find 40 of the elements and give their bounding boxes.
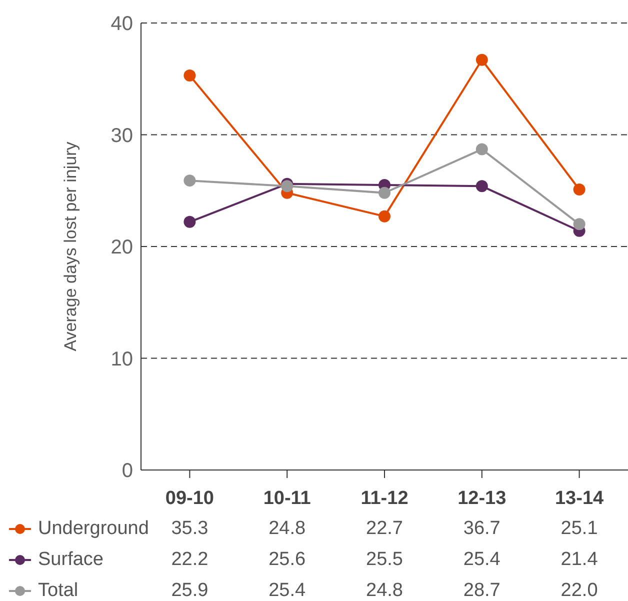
data-label: 22.7 [365, 517, 404, 541]
point [184, 70, 196, 82]
y-tick-label: 20 [110, 236, 133, 259]
data-label: 22.0 [560, 579, 599, 601]
data-label: 25.4 [462, 548, 502, 572]
legend-label: Surface [38, 549, 104, 571]
x-tick-label: 10-11 [263, 488, 312, 509]
y-tick-label: 10 [110, 348, 133, 370]
point [281, 180, 294, 192]
point [184, 216, 196, 228]
point [476, 180, 488, 192]
data-label: 25.6 [268, 548, 307, 572]
point [378, 210, 390, 222]
data-label: 21.4 [560, 548, 599, 572]
legend-label: Total [38, 580, 78, 601]
point [476, 143, 488, 156]
y-tick-label: 30 [110, 124, 133, 147]
data-label: 28.7 [462, 579, 502, 601]
point [184, 174, 196, 187]
data-label: 25.1 [560, 517, 599, 541]
point [476, 54, 488, 66]
data-label: 22.2 [170, 548, 210, 572]
point [573, 218, 586, 230]
data-label: 25.4 [268, 579, 307, 601]
data-label: 25.9 [170, 579, 210, 601]
x-tick-label: 11-12 [360, 488, 408, 509]
y-axis-title: Average days lost per injury [61, 141, 80, 352]
x-tick-label: 09-10 [165, 488, 214, 509]
data-label: 24.8 [365, 579, 404, 601]
data-label: 35.3 [170, 517, 210, 541]
y-tick-label: 0 [122, 460, 133, 482]
point [573, 184, 586, 196]
x-tick-label: 13-14 [554, 488, 604, 509]
data-label: 25.5 [365, 548, 404, 572]
data-label: 36.7 [462, 517, 502, 541]
x-tick-label: 12-13 [458, 488, 506, 509]
point [378, 186, 390, 199]
data-label: 24.8 [268, 517, 307, 541]
legend-label: Underground [38, 518, 149, 540]
y-tick-label: 40 [110, 13, 133, 36]
